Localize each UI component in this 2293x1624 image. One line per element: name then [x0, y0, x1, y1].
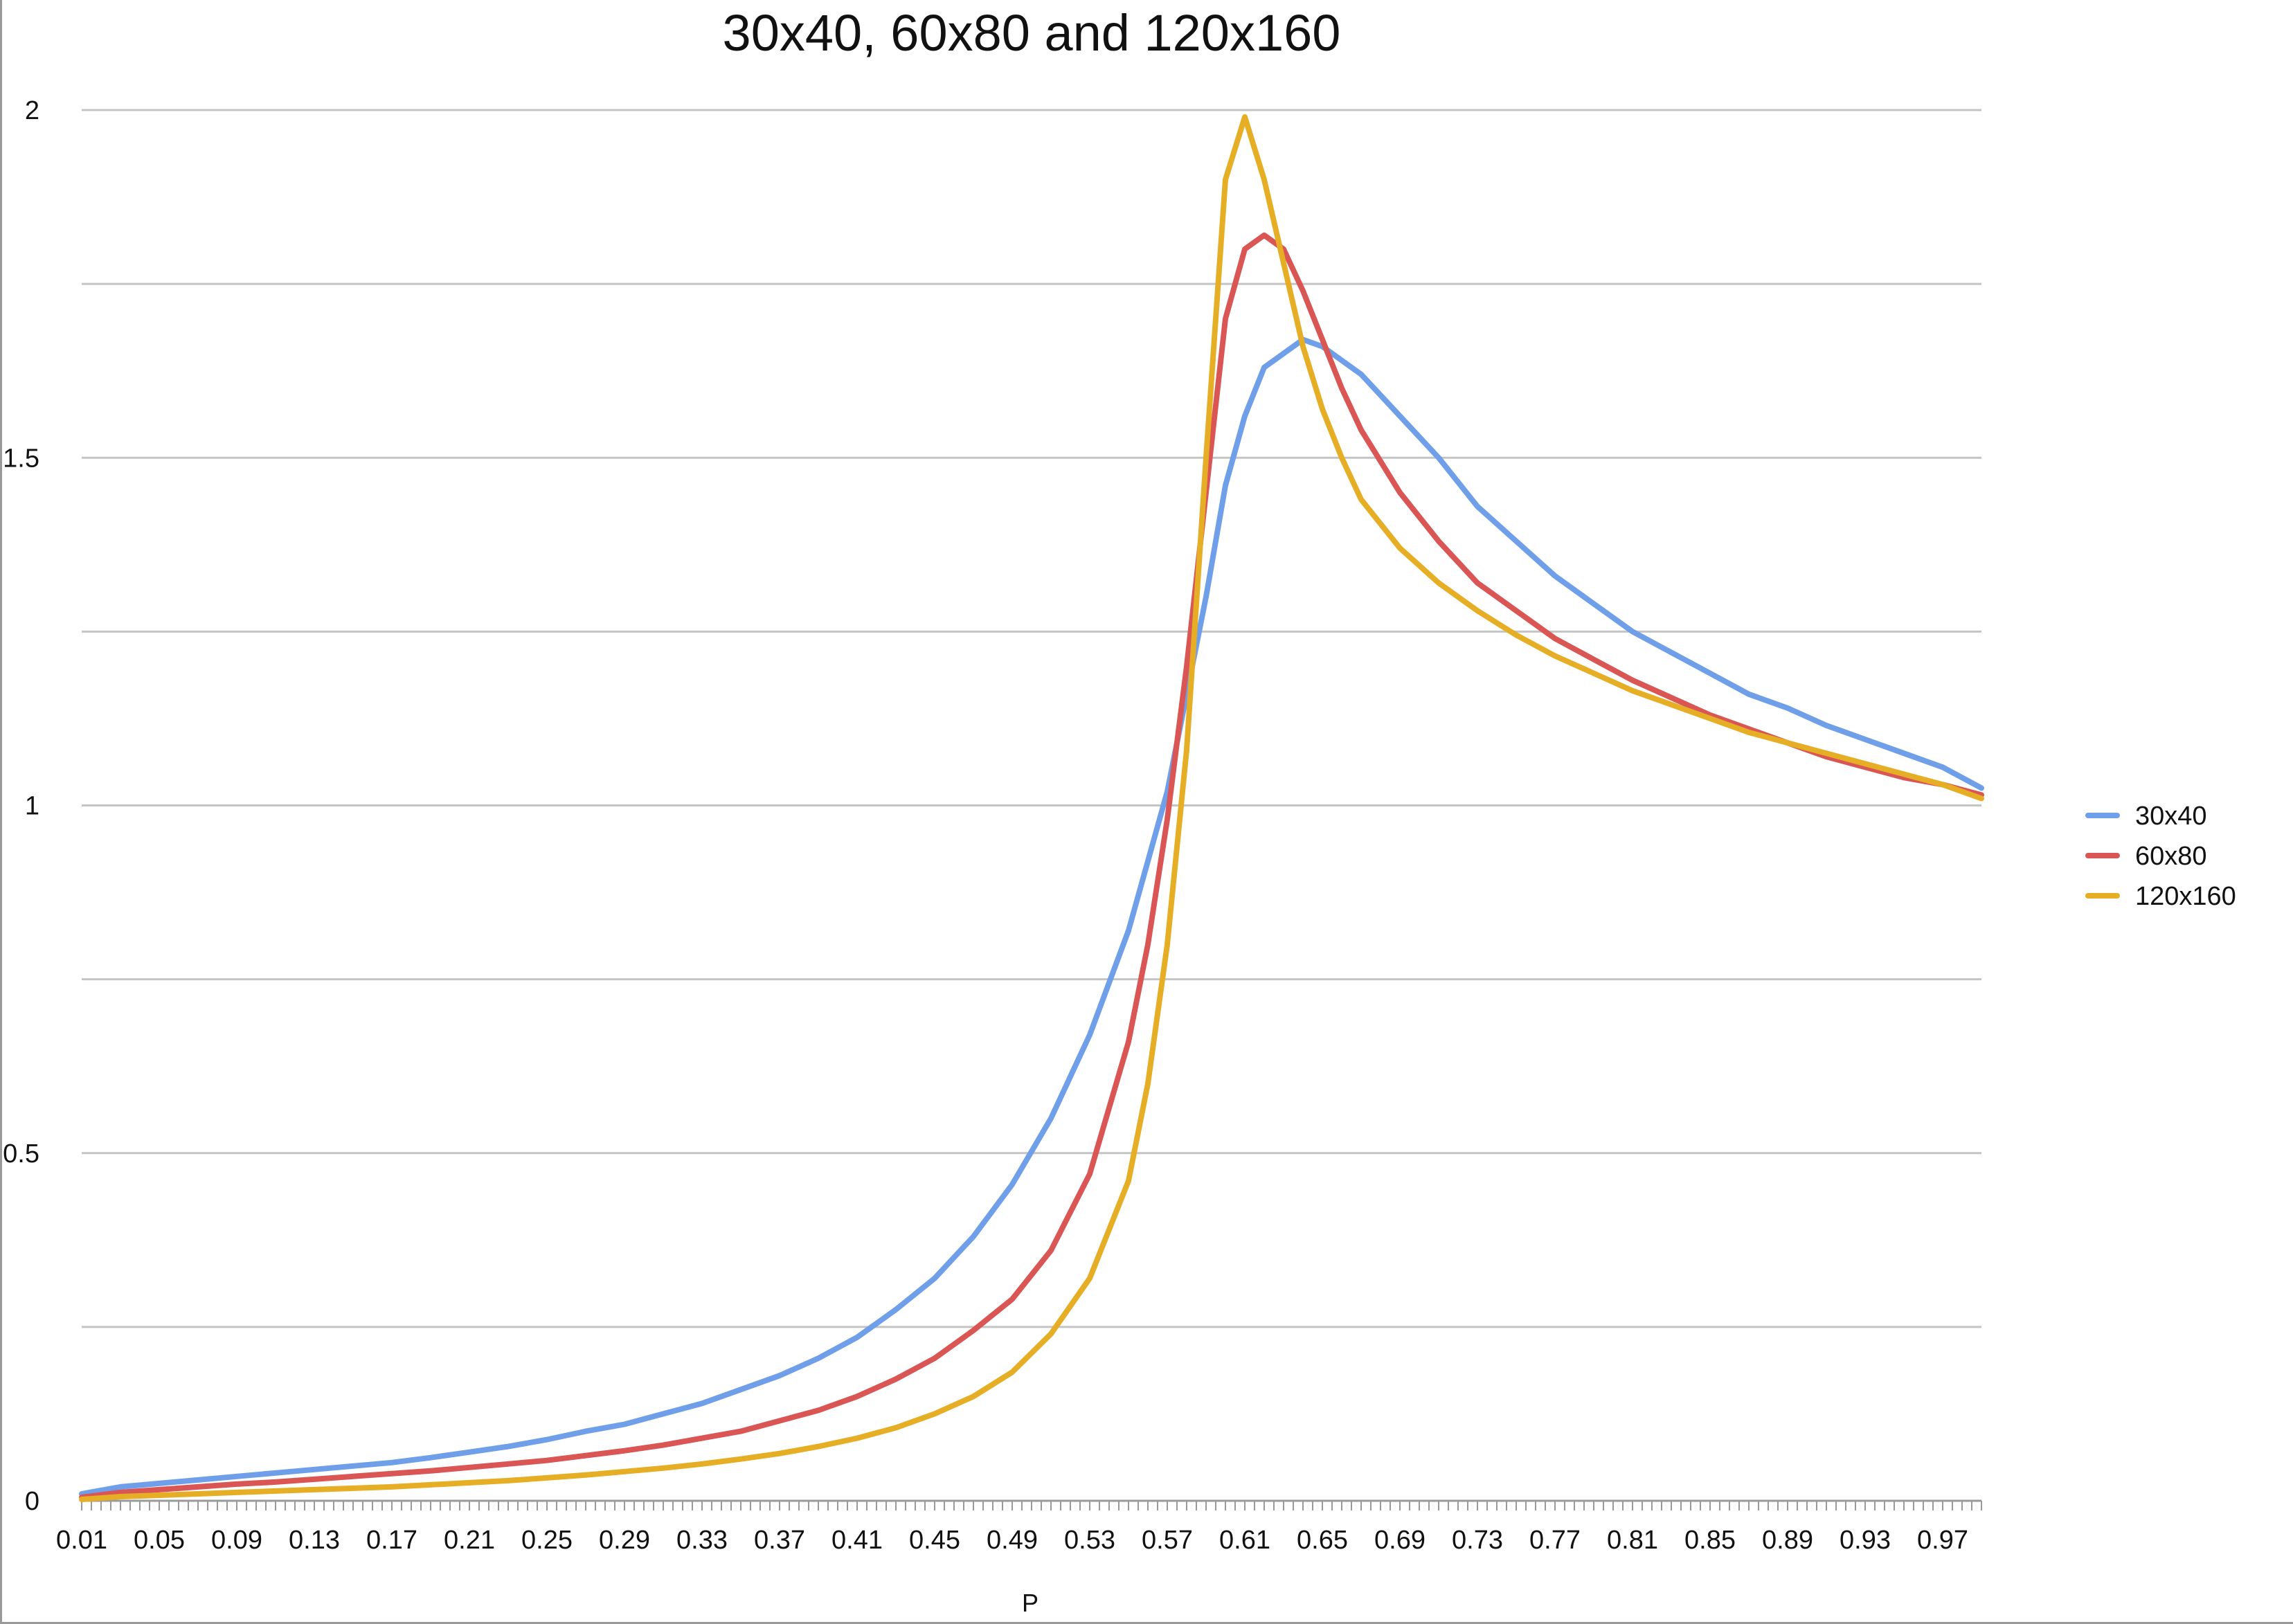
x-tick-label: 0.53 — [1064, 1526, 1115, 1555]
series-line-60x80 — [79, 232, 1984, 1500]
x-tick-label: 0.01 — [56, 1526, 107, 1555]
y-tick-label: 2 — [25, 96, 39, 125]
legend: 30x40 60x80 120x160 — [2085, 802, 2236, 911]
legend-item: 60x80 — [2085, 842, 2207, 871]
y-tick-label: 0 — [25, 1487, 39, 1516]
x-tick-label: 0.33 — [676, 1526, 728, 1555]
x-tick-label: 0.49 — [987, 1526, 1038, 1555]
gridlines — [82, 109, 1981, 1328]
x-tick-label: 0.73 — [1452, 1526, 1503, 1555]
x-tick-label: 0.97 — [1917, 1526, 1968, 1555]
x-tick-label: 0.45 — [909, 1526, 960, 1555]
series-lines — [79, 114, 1984, 1502]
legend-label: 60x80 — [2135, 842, 2207, 871]
x-tick-label: 0.85 — [1684, 1526, 1736, 1555]
x-tick-label: 0.69 — [1374, 1526, 1426, 1555]
x-tick-label: 0.89 — [1762, 1526, 1813, 1555]
x-tick-label: 0.25 — [521, 1526, 573, 1555]
x-tick-label: 0.57 — [1142, 1526, 1193, 1555]
x-tick-label: 0.05 — [134, 1526, 185, 1555]
legend-item: 30x40 — [2085, 802, 2207, 831]
y-tick-label: 1.5 — [3, 444, 39, 473]
chart-title: 30x40, 60x80 and 120x160 — [723, 4, 1341, 62]
x-tick-label: 0.61 — [1219, 1526, 1270, 1555]
x-axis-tick-marks — [81, 1501, 1982, 1510]
y-tick-label: 1 — [25, 792, 39, 821]
x-axis-title: P — [1022, 1589, 1038, 1617]
legend-label: 30x40 — [2135, 802, 2207, 831]
x-tick-label: 0.29 — [599, 1526, 650, 1555]
x-tick-label: 0.77 — [1529, 1526, 1581, 1555]
x-tick-label: 0.21 — [444, 1526, 495, 1555]
x-tick-label: 0.37 — [754, 1526, 805, 1555]
x-tick-label: 0.09 — [211, 1526, 262, 1555]
series-line-30x40 — [79, 336, 1984, 1497]
series-line-120x160 — [79, 114, 1984, 1502]
x-tick-label: 0.41 — [831, 1526, 883, 1555]
y-axis-ticks: 0 0.5 1 1.5 2 — [3, 96, 39, 1516]
legend-item: 120x160 — [2085, 882, 2236, 911]
y-tick-label: 0.5 — [3, 1139, 39, 1169]
x-axis: 0.01 0.05 0.09 0.13 0.17 0.21 0.25 0.29 0.33 0.37… — [56, 1499, 1982, 1555]
x-tick-label: 0.81 — [1607, 1526, 1658, 1555]
x-tick-label: 0.93 — [1840, 1526, 1891, 1555]
legend-label: 120x160 — [2135, 882, 2236, 911]
x-tick-label: 0.17 — [366, 1526, 417, 1555]
x-tick-label: 0.13 — [289, 1526, 340, 1555]
x-tick-label: 0.65 — [1297, 1526, 1348, 1555]
